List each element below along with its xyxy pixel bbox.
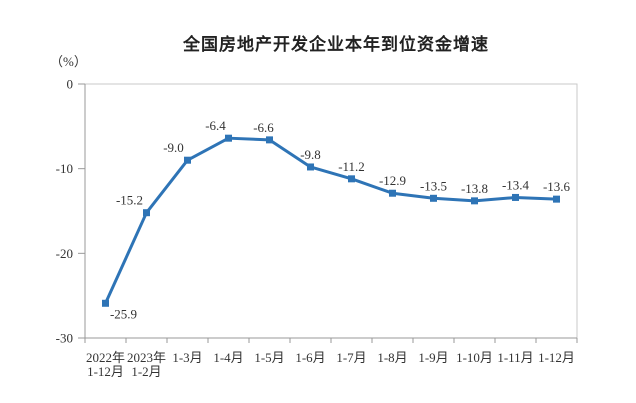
data-label: -6.4 <box>205 118 226 133</box>
x-axis-label: 1-7月 <box>336 350 366 365</box>
chart-title: 全国房地产开发企业本年到位资金增速 <box>183 35 489 54</box>
plot-border <box>84 83 578 339</box>
data-point <box>184 156 191 164</box>
y-axis-unit-label: （%） <box>50 54 87 69</box>
data-label: -13.6 <box>543 179 571 194</box>
y-tick-label: -30 <box>56 331 73 346</box>
data-label: -13.4 <box>502 177 530 192</box>
data-point <box>225 134 232 142</box>
data-point <box>307 163 314 171</box>
data-label: -13.8 <box>461 181 488 196</box>
x-axis-label: 2023年 1-2月 <box>127 350 166 379</box>
x-axis-label: 1-8月 <box>377 350 407 365</box>
x-axis-label: 1-12月 <box>538 350 575 365</box>
data-point <box>143 209 150 217</box>
data-point <box>553 195 560 203</box>
data-label: -6.6 <box>253 120 274 135</box>
data-point <box>266 136 273 144</box>
data-label: -15.2 <box>116 193 143 208</box>
y-tick-label: -20 <box>56 246 73 261</box>
data-label: -9.0 <box>163 140 184 155</box>
data-label: -11.2 <box>338 159 365 174</box>
data-point <box>512 193 519 201</box>
data-line <box>104 136 558 305</box>
data-label: -25.9 <box>110 306 137 321</box>
x-axis-label: 1-6月 <box>295 350 325 365</box>
x-axis-label: 1-9月 <box>418 350 448 365</box>
y-tick-label: -10 <box>56 161 73 176</box>
data-point <box>389 189 396 197</box>
x-axis-label: 1-5月 <box>254 350 284 365</box>
x-axis-label: 1-11月 <box>497 350 533 365</box>
x-axis-label: 1-10月 <box>456 350 493 365</box>
data-label: -13.5 <box>420 178 447 193</box>
x-axis-label: 2022年 1-12月 <box>86 350 125 379</box>
x-axis-label: 1-4月 <box>213 350 243 365</box>
data-label: -12.9 <box>379 173 406 188</box>
data-point <box>430 194 437 202</box>
data-label: -9.8 <box>300 147 321 162</box>
data-point <box>348 175 355 183</box>
data-point <box>102 299 109 307</box>
x-axis-label: 1-3月 <box>172 350 202 365</box>
y-tick-label: 0 <box>67 77 74 92</box>
data-point <box>471 197 478 205</box>
